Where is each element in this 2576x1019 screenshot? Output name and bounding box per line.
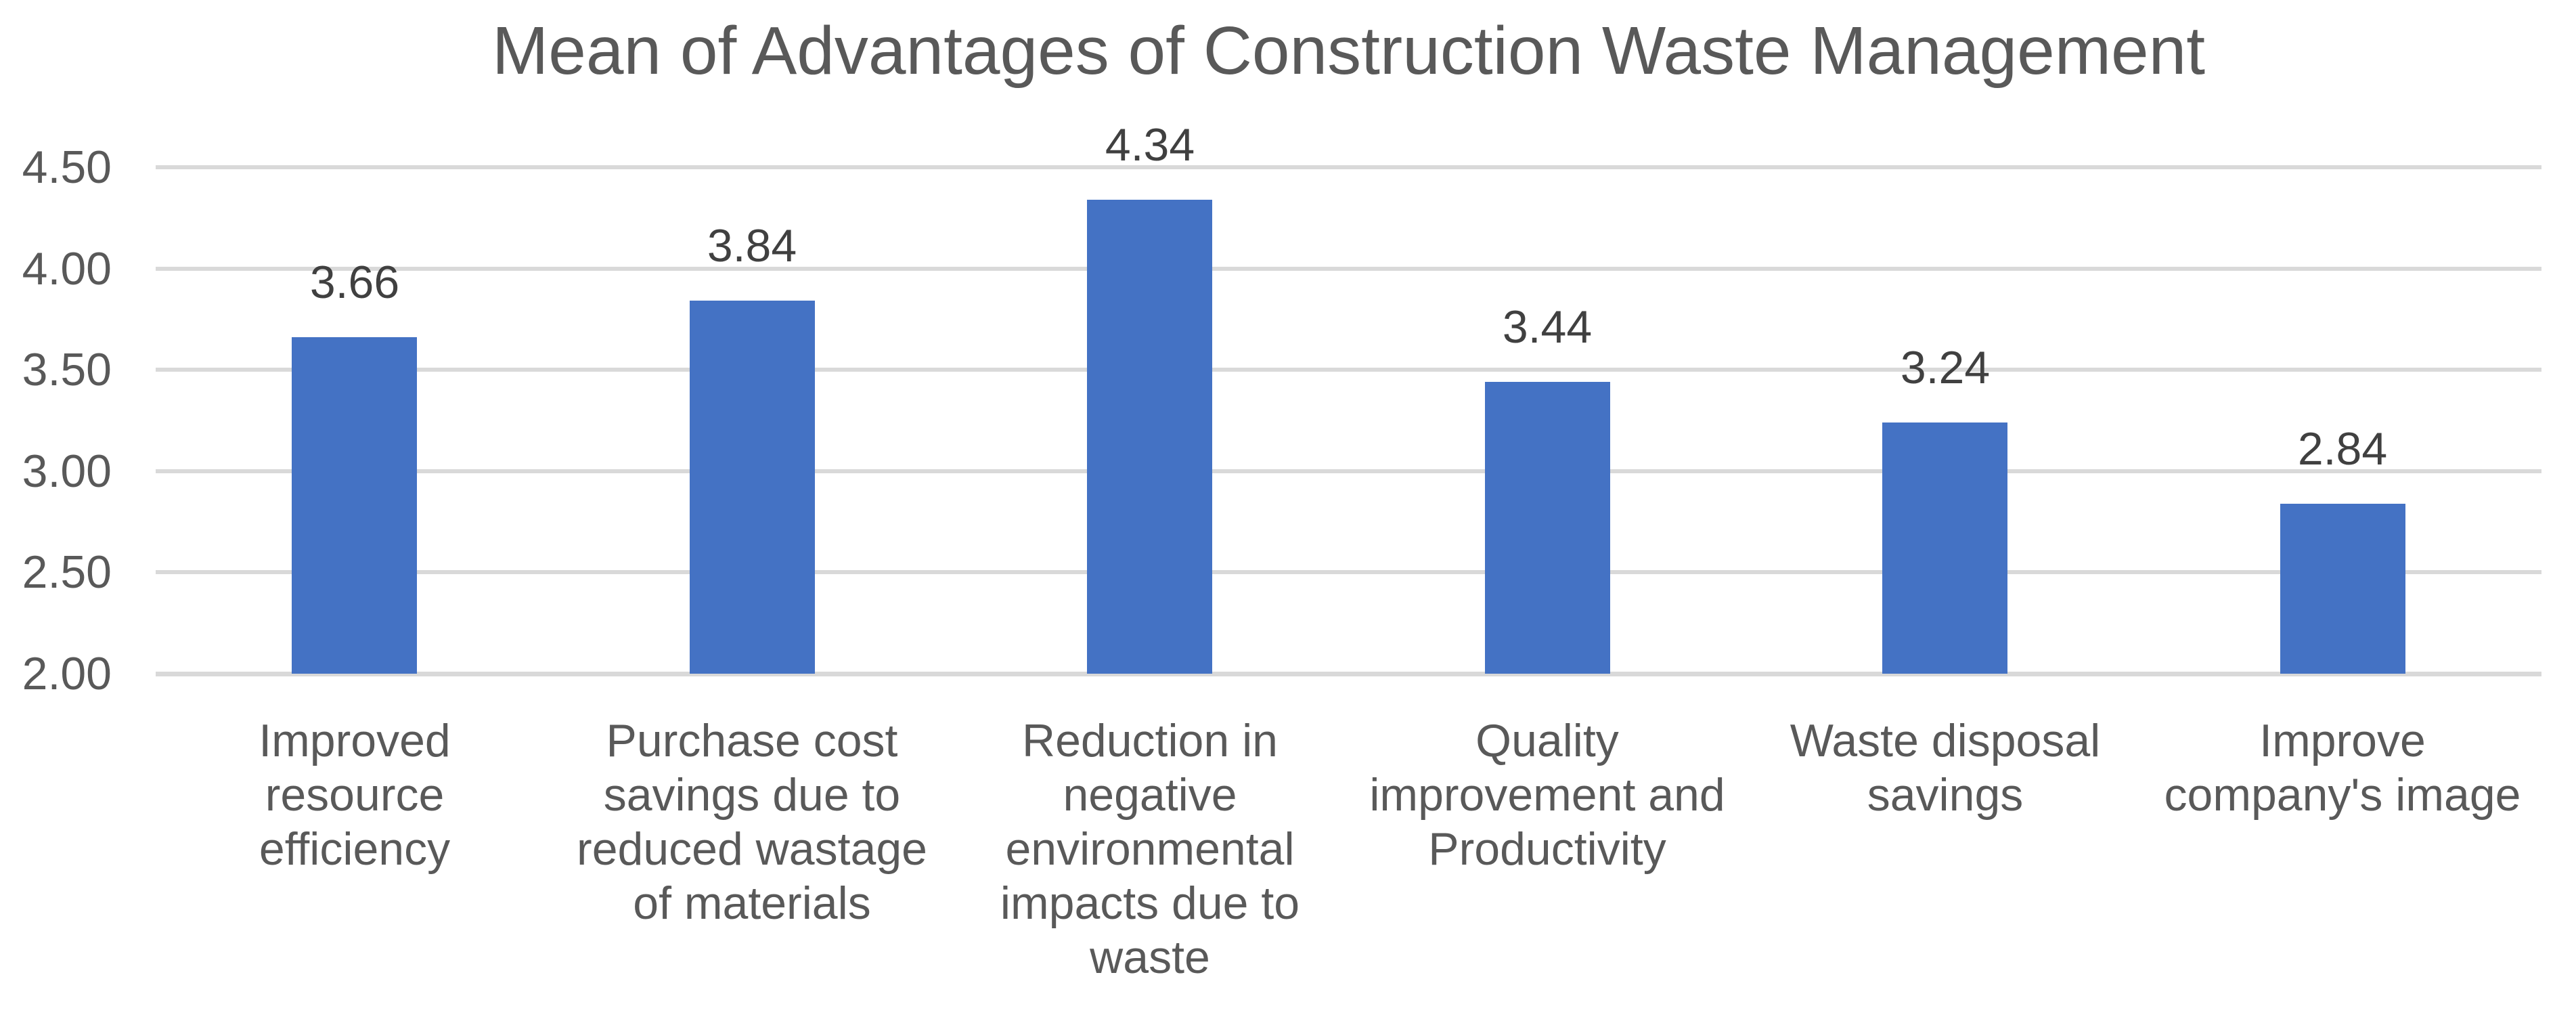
bar [1882,422,2007,674]
category-label: Reduction in negative environmental impa… [1000,715,1300,983]
bar-value-label: 3.84 [707,220,797,272]
category-label: Improve company's image [2164,715,2521,821]
bar-value-label: 4.34 [1105,119,1195,171]
gridline [156,672,2541,676]
y-axis-tick-label: 3.00 [22,446,112,497]
gridline [156,368,2541,372]
bar [2280,504,2405,674]
category-label: Improved resource efficiency [259,715,451,875]
bar-value-label: 3.24 [1900,342,1991,393]
gridline [156,570,2541,574]
bar [690,301,815,674]
gridline [156,469,2541,473]
bar [1485,382,1610,674]
bar-value-label: 2.84 [2297,423,2388,475]
chart-title: Mean of Advantages of Construction Waste… [491,13,2206,89]
category-label: Quality improvement and Productivity [1369,715,1725,875]
category-label: Waste disposal savings [1790,715,2101,821]
y-axis-tick-label: 4.00 [22,243,112,295]
bar-value-label: 3.44 [1502,301,1593,353]
bar [1087,200,1212,674]
gridline [156,165,2541,169]
gridline [156,267,2541,271]
category-label: Purchase cost savings due to reduced was… [577,715,927,929]
y-axis-tick-label: 4.50 [22,142,112,193]
y-axis-tick-label: 3.50 [22,344,112,395]
bar [292,337,417,674]
y-axis-tick-label: 2.00 [22,648,112,699]
bar-value-label: 3.66 [309,257,400,308]
y-axis-tick-label: 2.50 [22,546,112,598]
